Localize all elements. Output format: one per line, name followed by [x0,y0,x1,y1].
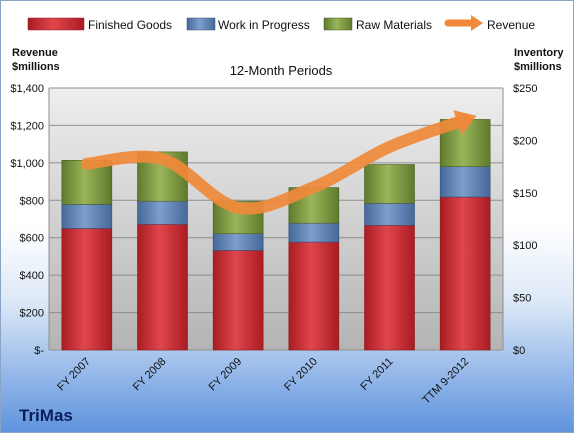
revenue-line [80,113,472,215]
revenue-point-ttm-9-2012 [464,119,466,121]
legend: Finished Goods Work in Progress Raw Mate… [27,15,535,32]
revenue-arrowhead [453,110,477,135]
x-tick-label-ttm-9-2012: TTM 9-2012 [420,356,471,407]
y-left-tick-label: $1,200 [10,120,44,132]
y-left-axis-title-line-2: $millions [12,61,60,73]
left-axis-tick-labels: $- $200 $400 $600 $800 $1,000 $1,200 $1,400 [10,83,44,357]
x-tick-label-fy-2009: FY 2009 [207,356,245,394]
x-tick-label-fy-2007: FY 2007 [55,356,93,394]
legend-swatch-revenue-arrowhead [471,15,483,31]
revenue-point-fy-2011 [389,146,390,148]
revenue-point-fy-2010 [313,186,315,188]
x-tick-label-fy-2008: FY 2008 [131,356,169,394]
company-name: TriMas [19,406,73,425]
legend-swatch-work-in-progress [186,17,216,31]
y-right-tick-label: $200 [513,135,537,147]
bar-work-in-progress-ttm-9-2012 [439,166,491,198]
revenue-point-fy-2009 [237,207,239,209]
bar-finished-goods-ttm-9-2012 [439,196,491,351]
y-left-tick-label: $400 [20,270,44,282]
x-tick-label-fy-2011: FY 2011 [358,356,395,393]
bar-finished-goods-fy-2008 [137,223,188,351]
y-left-tick-label: $1,000 [10,158,44,170]
y-right-tick-label: $100 [513,240,537,252]
legend-label-revenue: Revenue [487,18,535,32]
revenue-line-group [80,110,477,215]
bar-work-in-progress-fy-2010 [288,222,340,243]
right-axis-tick-labels: $0 $50 $100 $150 $200 $250 [513,83,537,357]
x-axis-tick-labels: FY 2007 FY 2008 FY 2009 FY 2010 FY 2011 TTM 9… [55,356,471,407]
legend-swatch-finished-goods [27,17,85,31]
revenue-point-fy-2008 [162,158,163,160]
legend-label-raw-materials: Raw Materials [356,18,432,32]
legend-swatch-raw-materials [323,17,353,31]
gridlines [48,87,504,351]
bar-raw-materials-fy-2011 [364,164,415,204]
y-left-axis-title-line-1: Revenue [12,47,58,59]
legend-label-finished-goods: Finished Goods [88,18,172,32]
y-right-tick-label: $150 [513,188,537,200]
revenue-point-fy-2007 [86,163,88,165]
y-right-tick-label: $250 [513,83,537,95]
y-right-tick-label: $0 [513,345,525,357]
bar-finished-goods-fy-2009 [212,250,264,351]
legend-label-work-in-progress: Work in Progress [218,18,310,32]
y-left-tick-label: $1,400 [10,83,44,95]
y-right-tick-label: $50 [513,293,531,305]
bar-work-in-progress-fy-2008 [137,200,188,225]
y-right-axis-title-line-1: Inventory [514,47,564,59]
bar-finished-goods-fy-2007 [61,228,113,351]
bar-work-in-progress-fy-2009 [212,233,264,251]
chart-title: 12-Month Periods [230,63,333,78]
y-left-tick-label: $- [34,345,44,357]
bar-finished-goods-fy-2010 [288,241,340,351]
y-left-tick-label: $600 [20,233,44,245]
y-left-tick-label: $800 [20,195,44,207]
y-right-axis-title-line-2: $millions [514,61,562,73]
x-tick-label-fy-2010: FY 2010 [282,356,320,394]
bar-work-in-progress-fy-2007 [61,204,113,229]
bar-work-in-progress-fy-2011 [364,202,415,226]
y-left-tick-label: $200 [20,308,44,320]
bar-finished-goods-fy-2011 [364,224,415,351]
